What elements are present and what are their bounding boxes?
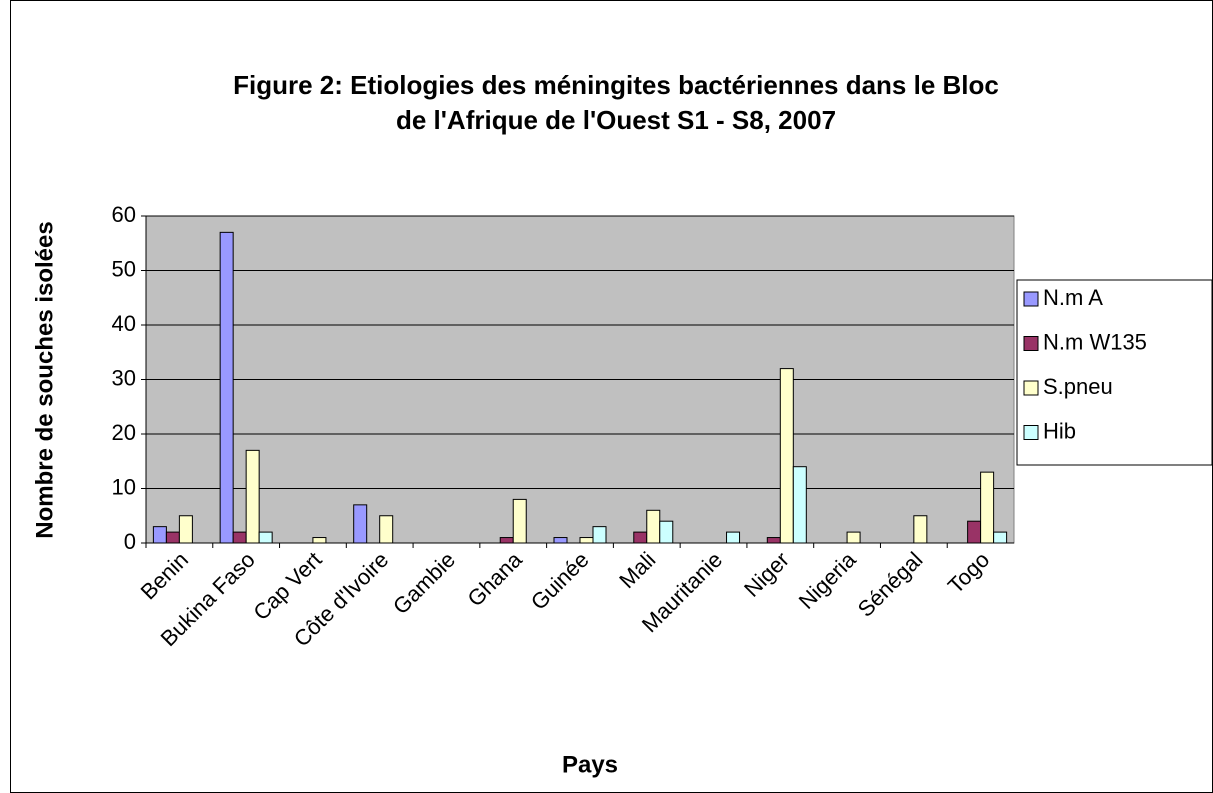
bar [219,231,234,544]
y-tick-label: 60 [112,202,136,227]
bar [499,537,514,544]
legend-label: N.m A [1043,285,1103,310]
bar [553,537,568,544]
bar [512,498,527,544]
bar [967,520,982,544]
legend-label: Hib [1043,418,1076,443]
bar [245,449,260,544]
bar [312,537,327,544]
legend-swatch [1023,336,1039,351]
bar [258,531,273,544]
y-tick-label: 0 [124,529,136,554]
bar [579,537,594,544]
bar [913,515,928,544]
bar [766,537,781,544]
bar [659,520,674,544]
bar [353,504,368,544]
bar [980,471,995,544]
bar [993,531,1008,544]
chart-title: de l'Afrique de l'Ouest S1 - S8, 2007 [396,105,836,135]
y-tick-label: 30 [112,365,136,390]
legend-swatch [1023,380,1039,396]
bar [592,526,607,544]
legend-swatch [1023,425,1039,440]
legend-box [1016,279,1213,466]
legend-swatch [1023,291,1039,307]
bar [152,526,167,544]
bar [379,515,394,544]
bar [165,531,180,544]
bar [792,466,807,544]
bar [232,531,247,544]
bar [726,531,741,544]
legend-label: N.m W135 [1043,329,1147,354]
y-tick-label: 10 [112,474,136,499]
y-axis-title: Nombre de souches isolées [31,221,58,538]
bar [779,368,794,544]
bar [178,515,193,544]
chart-title: Figure 2: Etiologies des méningites bact… [233,70,999,100]
legend-label: S.pneu [1043,374,1113,399]
bar [646,509,661,544]
y-tick-label: 50 [112,256,136,281]
x-axis-title: Pays [562,751,618,778]
y-tick-label: 40 [112,311,136,336]
y-tick-label: 20 [112,420,136,445]
bar [633,531,648,544]
bar [846,531,861,544]
